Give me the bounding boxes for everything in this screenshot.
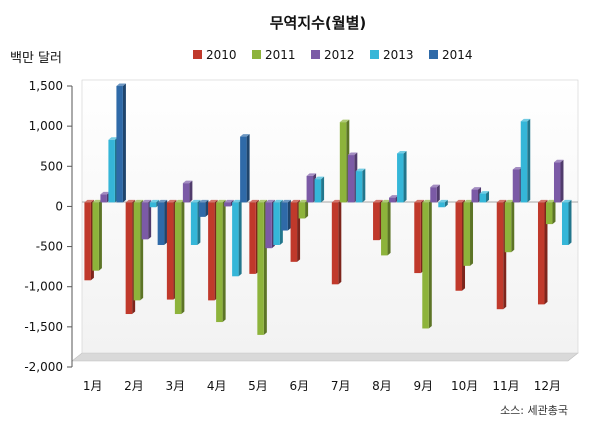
bar-2010-12	[537, 199, 548, 305]
bar-2014-4	[240, 134, 250, 203]
plot-floor	[71, 352, 579, 362]
x-tick-label: 4月	[207, 379, 227, 393]
bar-series	[84, 83, 572, 335]
chart-title: 무역지수(월별)	[270, 14, 367, 32]
x-tick-label: 3月	[166, 379, 186, 393]
x-tick-label: 9月	[414, 379, 434, 393]
bar-2012-9	[430, 184, 440, 203]
x-tick-label: 10月	[451, 379, 478, 393]
y-tick-label: 500	[40, 159, 63, 173]
bar-2011-6	[298, 199, 309, 219]
bar-2012-2	[141, 199, 152, 240]
bar-2011-1	[92, 199, 102, 271]
bar-2013-9	[438, 199, 448, 208]
y-axis-unit-label: 백만 달러	[10, 51, 62, 66]
bar-2013-10	[479, 191, 490, 203]
y-axis: 1,500 1,000 500 0 -500 -1,000 -1,500 -2,000	[24, 79, 73, 374]
y-tick-label: 1,000	[29, 119, 63, 133]
x-tick-label: 8月	[372, 379, 392, 393]
x-tick-label: 6月	[290, 379, 310, 393]
bar-2012-12	[553, 159, 564, 203]
bar-2012-3	[182, 180, 193, 203]
bar-2011-11	[504, 199, 515, 253]
x-tick-label: 7月	[331, 379, 351, 393]
x-tick-label: 5月	[248, 379, 268, 393]
bar-2011-3	[174, 199, 185, 315]
legend: 2010 2011 2012 2013 2014	[193, 48, 473, 62]
x-tick-label: 12月	[534, 379, 561, 393]
bar-2013-11	[520, 118, 531, 203]
legend-swatch-2014	[429, 50, 438, 59]
bar-2013-4	[232, 199, 242, 277]
bar-2013-7	[355, 168, 366, 203]
y-tick-label: -500	[36, 240, 63, 254]
bar-2014-5	[281, 199, 291, 231]
y-tick-label: 1,500	[29, 79, 63, 93]
legend-swatch-2013	[370, 50, 379, 59]
x-tick-label: 1月	[83, 379, 103, 393]
y-tick-label: -1,000	[24, 280, 63, 294]
bar-2013-6	[314, 176, 325, 203]
bar-2011-12	[545, 199, 556, 225]
legend-label-2012: 2012	[324, 48, 355, 62]
source-note: 소스: 세관총국	[500, 404, 568, 417]
legend-swatch-2010	[193, 50, 202, 59]
legend-label-2011: 2011	[265, 48, 296, 62]
y-tick-label: -2,000	[24, 360, 63, 374]
legend-swatch-2012	[311, 50, 320, 59]
bar-2011-9	[422, 199, 432, 329]
bar-2014-3	[198, 199, 209, 217]
legend-label-2014: 2014	[442, 48, 473, 62]
legend-swatch-2011	[252, 50, 261, 59]
bar-2011-4	[216, 199, 226, 323]
bar-2014-2	[157, 199, 168, 245]
bar-2010-7	[331, 199, 342, 285]
x-tick-label: 11月	[492, 379, 519, 393]
y-tick-label: 0	[55, 199, 63, 213]
bar-2013-8	[397, 150, 407, 203]
x-axis: 1月 2月 3月 4月 5月 6月 7月 8月 9月 10月 11月 12月	[83, 379, 561, 393]
y-tick-label: -1,500	[24, 320, 63, 334]
legend-label-2013: 2013	[383, 48, 414, 62]
bar-2014-1	[116, 83, 126, 203]
legend-label-2010: 2010	[206, 48, 237, 62]
bar-2011-10	[463, 199, 474, 266]
bar-2011-8	[381, 199, 391, 256]
x-tick-label: 2月	[124, 379, 144, 393]
bar-2013-12	[561, 199, 572, 245]
